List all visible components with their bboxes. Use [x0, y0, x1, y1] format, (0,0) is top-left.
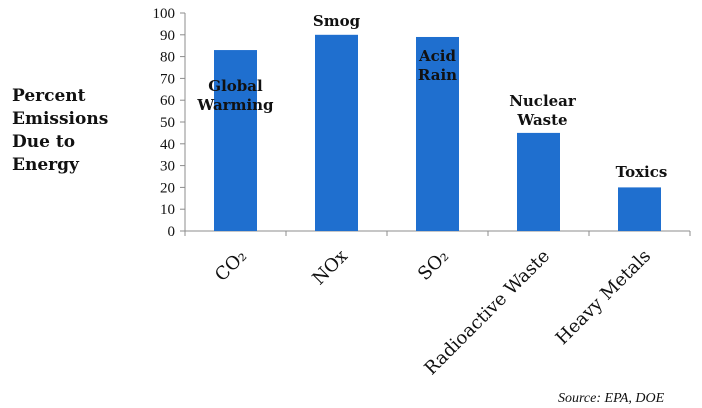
y-axis-label-line: Energy [12, 155, 80, 175]
y-tick-label: 100 [153, 6, 176, 22]
bar [315, 34, 358, 231]
y-tick-label: 60 [160, 93, 175, 109]
x-tick-label: SO₂ [414, 246, 453, 285]
y-tick-label: 90 [160, 28, 175, 44]
bar [517, 132, 560, 231]
y-tick-label: 40 [160, 137, 175, 153]
bar-annotation: Smog [313, 12, 361, 30]
y-tick-label: 50 [160, 115, 175, 131]
y-axis-label-line: Due to [12, 132, 75, 152]
bar-annotation: Acid [418, 47, 456, 65]
y-tick-label: 80 [160, 50, 175, 66]
y-axis: 0 10 20 30 40 50 60 70 80 90 100 [153, 6, 691, 240]
y-tick-label: 70 [160, 71, 175, 87]
bar [618, 187, 661, 231]
y-tick-label: 20 [160, 180, 175, 196]
x-tick-label: CO₂ [211, 246, 251, 286]
y-axis-label-line: Emissions [12, 109, 108, 129]
bar [416, 36, 459, 232]
bar [214, 50, 257, 232]
bar-annotation: Nuclear [509, 92, 577, 110]
bar-annotation: Toxics [616, 163, 668, 181]
bar-annotation: Waste [516, 111, 567, 129]
x-tick-label: Heavy Metals [552, 246, 655, 349]
y-axis-label-line: Percent [12, 86, 86, 106]
bar-annotation: Global [208, 77, 263, 95]
y-tick-label: 30 [160, 159, 175, 175]
bars [214, 34, 661, 232]
y-axis-label: Percent Emissions Due to Energy [12, 86, 108, 175]
y-tick-label: 10 [160, 202, 175, 218]
bar-annotation: Rain [418, 66, 457, 84]
x-tick-label: NOx [308, 246, 352, 290]
y-tick-label: 0 [168, 224, 176, 240]
source-note: Source: EPA, DOE [558, 391, 665, 406]
bar-annotation: Warming [196, 96, 274, 114]
